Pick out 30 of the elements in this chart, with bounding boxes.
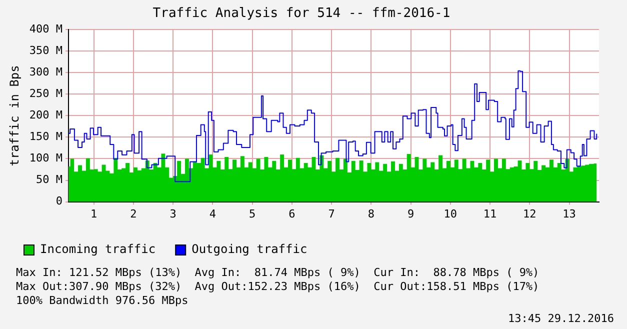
x-tick-label: 10 — [444, 207, 458, 220]
text: Max In: 121.52 MBps (13%) Avg In: 81.74 MBps ( 9%) Cur In: 88.78 MBps ( 9%) — [16, 266, 540, 280]
legend-label: Outgoing traffic — [192, 242, 308, 256]
x-tick-label: 3 — [170, 207, 176, 220]
y-tick-label: 400 M — [29, 22, 63, 36]
y-tick-label: 300 M — [29, 66, 63, 79]
text: Max Out:307.90 MBps (32%) Avg Out:152.23 MBps (16%) Cur Out:158.51 MBps (17%) — [16, 280, 540, 294]
text: 100% Bandwidth 976.56 MBps — [16, 294, 190, 308]
x-tick-label: 12 — [523, 207, 536, 220]
y-tick-label: 250 M — [29, 87, 63, 100]
y-tick-label: 350 M — [29, 44, 63, 57]
x-tick-label: 11 — [483, 207, 497, 220]
text: 13:45 29.12.2016 — [507, 312, 614, 326]
legend-label: Incoming traffic — [40, 242, 156, 256]
chart-title: Traffic Analysis for 514 -- ffm-2016-1 — [152, 6, 450, 22]
x-tick-label: 9 — [408, 207, 414, 220]
x-tick-label: 1 — [90, 207, 98, 220]
y-tick-label: 100 M — [29, 152, 63, 165]
x-tick-label: 2 — [130, 207, 137, 220]
x-tick-label: 6 — [288, 207, 296, 220]
y-tick-label: 50 M — [36, 173, 63, 186]
y-tick-label: 150 M — [29, 130, 63, 144]
x-tick-label: 8 — [368, 207, 375, 220]
x-tick-label: 4 — [209, 207, 216, 220]
x-tick-label: 5 — [249, 207, 256, 220]
x-tick-label: 7 — [328, 207, 335, 220]
y-axis-title: traffic in Bps — [7, 65, 22, 166]
x-tick-label: 13 — [562, 207, 576, 220]
y-tick-label: 0 — [56, 194, 63, 208]
y-tick-label: 200 M — [29, 108, 63, 122]
